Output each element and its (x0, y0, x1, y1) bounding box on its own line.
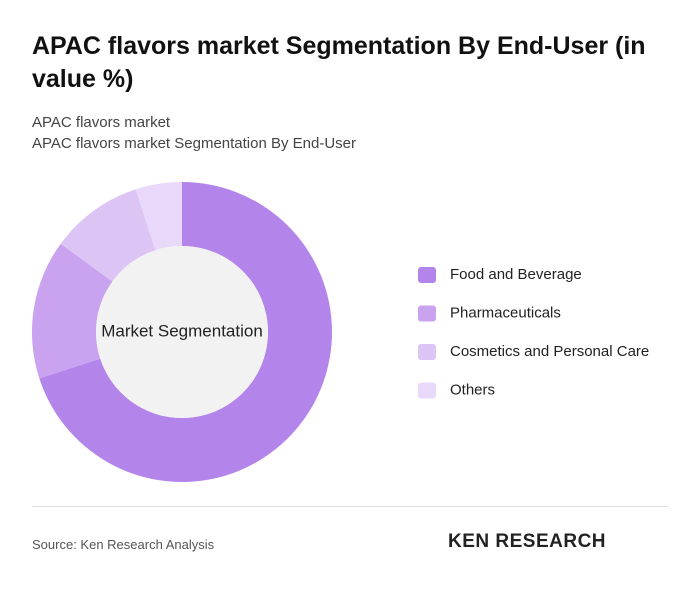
subtitle: APAC flavors market Segmentation By End-… (32, 135, 357, 152)
chart: Food and Beverage Pharmaceuticals Cosmetic… (32, 182, 649, 482)
subtitle: APAC flavors market (32, 114, 171, 131)
logo: KEN RESEARCH (448, 531, 607, 552)
donut-slice (39, 182, 332, 482)
legend-label: Cosmetics and Personal Care (450, 343, 649, 360)
source: Source: Ken Research Analysis (32, 537, 215, 552)
legend-swatch (418, 267, 436, 283)
donut-center (96, 246, 268, 418)
chart-title: APAC flavors market Segmentation By End-… (32, 32, 646, 93)
legend-label: Others (450, 381, 495, 398)
donut-slice (32, 243, 113, 379)
center-label: Market Segmentation (101, 321, 263, 340)
donut-slice (135, 182, 182, 251)
divider (32, 506, 668, 507)
legend-swatch (418, 344, 436, 360)
legend-label: Pharmaceuticals (450, 304, 561, 321)
legend-label: Food and Beverage (450, 266, 582, 283)
donut-slice (60, 189, 156, 282)
legend-swatch (418, 305, 436, 322)
legend-swatch (418, 382, 436, 399)
